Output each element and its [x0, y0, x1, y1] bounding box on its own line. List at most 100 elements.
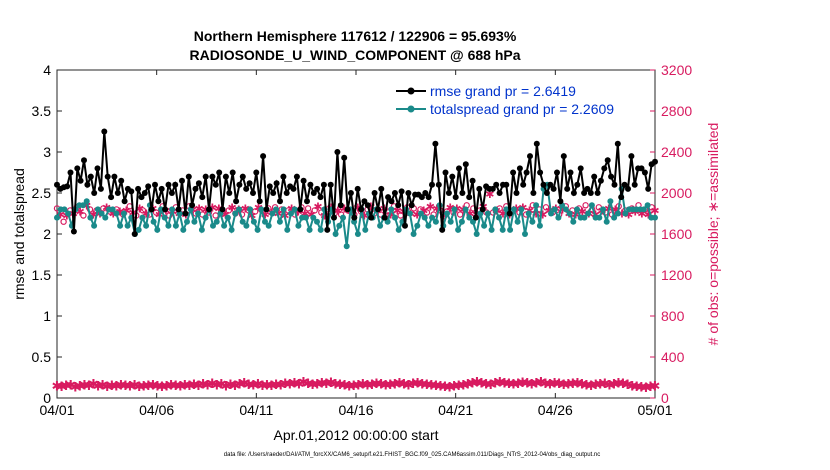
obs-possible-star: ✱	[624, 209, 633, 222]
obs-assimilated-point: ✱	[462, 378, 473, 393]
obs-assimilated-point: ✱	[230, 379, 241, 394]
rmse-point	[121, 198, 128, 205]
rmse-point	[111, 173, 118, 180]
rmse-point	[408, 202, 415, 209]
legend-rmse-marker	[407, 87, 415, 95]
obs-assimilated-point: ✱	[472, 376, 483, 391]
rmse-point	[128, 188, 135, 195]
obs-assimilated-point: ✱	[545, 378, 556, 393]
obs-assimilated-point: ✱	[567, 377, 578, 392]
rmse-point	[344, 206, 351, 213]
obs-assimilated-point: ✱	[275, 379, 286, 394]
obs-assimilated-point: ✱	[125, 380, 136, 395]
obs-assimilated-point: ✱	[430, 379, 441, 394]
spread-point	[143, 222, 150, 229]
legend-rmse-label: rmse grand pr = 2.6419	[430, 83, 576, 99]
obs-assimilated-point: ✱	[444, 381, 455, 396]
obs-possible-star: ✱	[227, 201, 236, 214]
y-left-tick-label: 3	[43, 144, 51, 160]
spread-point	[247, 206, 254, 213]
x-axis-label: Apr.01,2012 00:00:00 start	[273, 427, 438, 443]
rmse-point	[466, 194, 473, 201]
rmse-point	[358, 206, 365, 213]
obs-assimilated-point: ✱	[248, 379, 259, 394]
rmse-point	[614, 140, 621, 147]
spread-point	[596, 214, 603, 221]
rmse-point	[226, 190, 233, 196]
spread-point	[343, 243, 350, 250]
rmse-point	[310, 190, 317, 196]
spread-point	[588, 202, 595, 209]
rmse-point	[422, 190, 429, 196]
obs-possible-star: ✱	[294, 206, 303, 219]
obs-assimilated-point: ✱	[517, 376, 528, 391]
rmse-point	[611, 181, 618, 188]
obs-assimilated-point: ✱	[106, 379, 117, 394]
rmse-point	[381, 214, 388, 221]
obs-possible-point	[456, 211, 464, 218]
obs-assimilated-point: ✱	[467, 377, 478, 392]
spread-point	[410, 231, 417, 237]
obs-assimilated-point: ✱	[289, 377, 300, 392]
obs-assimilated-point: ✱	[93, 380, 104, 395]
spread-point	[80, 202, 86, 209]
obs-assimilated-point: ✱	[280, 377, 291, 392]
rmse-point	[516, 165, 523, 172]
rmse-point	[148, 206, 155, 213]
rmse-point	[625, 185, 631, 192]
spread-point	[243, 222, 250, 229]
rmse-point	[418, 194, 425, 201]
spread-point	[135, 226, 142, 233]
obs-possible-star: ✱	[386, 209, 395, 222]
spread-point	[158, 206, 164, 213]
x-tick-label: 04/06	[139, 402, 174, 418]
chart-title: Northern Hemisphere 117612 / 122906 = 95…	[194, 28, 517, 44]
series-obs-assimilated: ✱✱✱✱✱✱✱✱✱✱✱✱✱✱✱✱✱✱✱✱✱✱✱✱✱✱✱✱✱✱✱✱✱✱✱✱✱✱✱✱…	[52, 376, 661, 397]
rmse-point	[131, 231, 138, 237]
obs-assimilated-point: ✱	[184, 379, 195, 394]
rmse-point	[527, 153, 533, 160]
obs-possible-star: ✱	[214, 202, 223, 215]
y-left-tick-label: 1	[43, 308, 51, 324]
spread-point	[447, 218, 454, 225]
spread-point	[362, 226, 369, 233]
rmse-point	[405, 190, 412, 196]
spread-point	[228, 226, 235, 233]
rmse-point	[489, 185, 496, 192]
rmse-point	[429, 181, 435, 188]
spread-point	[444, 210, 450, 217]
obs-assimilated-point: ✱	[115, 379, 126, 394]
rmse-point	[202, 173, 209, 180]
rmse-point	[118, 177, 125, 184]
rmse-point	[341, 154, 348, 161]
obs-assimilated-point: ✱	[102, 380, 113, 395]
obs-assimilated-point: ✱	[403, 379, 414, 394]
obs-possible-point	[225, 207, 232, 214]
spread-point	[232, 210, 239, 217]
rmse-point	[239, 173, 246, 180]
spread-point	[306, 226, 313, 233]
obs-possible-star: ✱	[122, 204, 131, 217]
obs-possible-star: ✱	[650, 204, 659, 217]
spread-point	[91, 222, 98, 229]
obs-possible-point	[60, 218, 67, 225]
spread-point	[451, 206, 458, 213]
rmse-point	[165, 181, 172, 188]
rmse-point	[523, 169, 530, 176]
series-totalspread	[54, 181, 658, 250]
rmse-point	[591, 173, 598, 180]
x-tick-label: 04/11	[239, 402, 273, 418]
obs-possible-star: ✱	[56, 209, 65, 222]
rmse-point	[618, 194, 625, 201]
obs-possible-star: ✱	[538, 209, 547, 222]
obs-assimilated-point: ✱	[88, 378, 99, 393]
obs-assimilated-point: ✱	[166, 379, 177, 394]
obs-assimilated-point: ✱	[640, 381, 651, 396]
obs-possible-point	[152, 209, 160, 216]
spread-point	[250, 218, 257, 225]
obs-possible-star: ✱	[393, 204, 402, 217]
obs-assimilated-point: ✱	[408, 377, 419, 392]
spread-point	[354, 231, 361, 237]
y-right-tick-label: 1600	[661, 226, 692, 242]
rmse-point	[520, 181, 527, 188]
